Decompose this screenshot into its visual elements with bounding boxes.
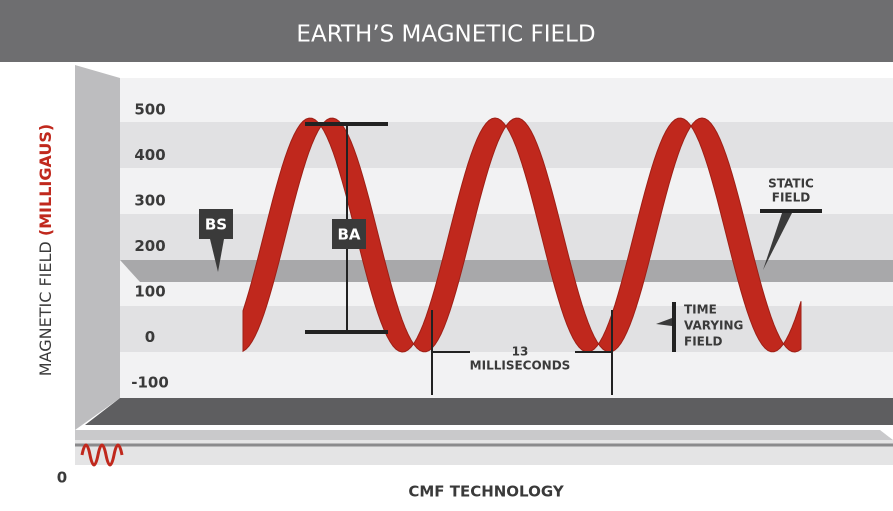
period-label: 13 [512,345,529,359]
left-wall [75,65,120,430]
bs-box [199,209,233,239]
y-axis-label-text: MAGNETIC FIELD [36,241,55,376]
tvf-label: TIME [684,303,717,317]
period-label: MILLISECONDS [470,359,571,373]
y-tick-label: 400 [134,146,165,164]
wave [242,117,802,353]
bs-pointer [210,239,224,272]
y-tick-label: 0 [145,328,155,346]
tvf-label: VARYING [684,319,743,333]
y-tick-label: -100 [131,374,169,392]
static-label: STATIC [768,177,814,191]
static-field-band [120,260,893,282]
floor [85,398,893,425]
y-axis-unit: (MILLIGAUS) [36,124,55,236]
x-axis-label: CMF TECHNOLOGY [408,483,565,501]
y-tick-label: 500 [134,101,165,119]
wave-icon [80,443,124,467]
y-tick-label: 300 [134,192,165,210]
bs-label: BS [205,216,227,234]
wave-ribbon [242,117,802,353]
ba-label: BA [337,226,360,244]
static-label: FIELD [772,191,811,205]
origin-label: 0 [57,469,67,487]
tvf-pointer [656,318,672,326]
stripe [120,122,893,168]
static-pointer [763,213,792,270]
y-tick-label: 200 [134,237,165,255]
tvf-label: FIELD [684,335,723,349]
chart-title: EARTH’S MAGNETIC FIELD [296,22,595,48]
title-bar [0,0,893,62]
floor-edge [75,430,893,440]
y-tick-label: 100 [134,283,165,301]
ba-box [332,219,366,249]
y-axis-label: MAGNETIC FIELD (MILLIGAUS) [36,124,55,376]
stripe [120,214,893,260]
